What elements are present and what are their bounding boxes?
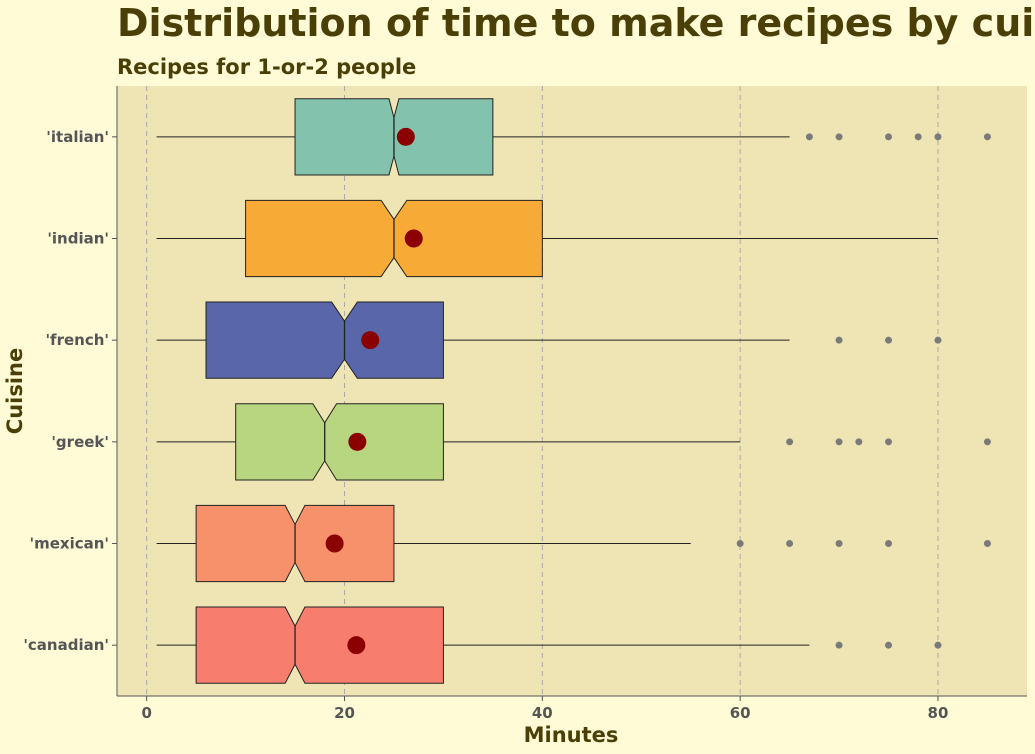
outlier-point: [914, 133, 922, 141]
box: [195, 606, 444, 684]
outlier-point: [835, 133, 843, 141]
mean-point: [347, 636, 366, 655]
outlier-point: [835, 336, 843, 344]
outlier-point: [983, 133, 991, 141]
chart-subtitle: Recipes for 1-or-2 people: [117, 55, 416, 79]
mean-point: [361, 331, 380, 350]
mean-point: [348, 432, 367, 451]
outlier-point: [885, 641, 893, 649]
mean-point: [396, 127, 415, 146]
outlier-point: [835, 641, 843, 649]
y-tick-label: 'italian': [46, 128, 109, 146]
outlier-point: [786, 438, 794, 446]
y-tick-label: 'mexican': [30, 535, 110, 553]
outlier-point: [805, 133, 813, 141]
outlier-point: [934, 336, 942, 344]
outlier-point: [885, 540, 893, 547]
x-tick-label: 0: [141, 704, 151, 722]
outlier-point: [983, 438, 991, 446]
outlier-point: [855, 438, 863, 446]
plot-panel: [117, 86, 1027, 696]
outlier-point: [835, 438, 843, 446]
outlier-point: [786, 540, 794, 547]
outlier-point: [736, 540, 744, 547]
outlier-point: [885, 336, 893, 344]
x-tick-label: 20: [334, 704, 355, 722]
y-tick-label: 'french': [45, 331, 109, 349]
outlier-point: [885, 438, 893, 446]
box: [205, 301, 444, 379]
outlier-point: [934, 133, 942, 141]
x-tick-label: 40: [532, 704, 553, 722]
chart-title: Distribution of time to make recipes by …: [117, 1, 1035, 45]
gridlines: [146, 86, 939, 696]
axes: 0 20 40 60 80 'italian' 'indian' 'french' 'greek…: [23, 86, 1027, 722]
y-tick-label: 'indian': [47, 230, 109, 248]
y-tick-label: 'greek': [51, 433, 109, 451]
boxes: [156, 98, 991, 684]
outlier-point: [983, 540, 991, 547]
mean-point: [325, 534, 344, 553]
y-axis-title: Cuisine: [3, 348, 27, 434]
outlier-point: [835, 540, 843, 547]
mean-point: [404, 229, 423, 248]
x-tick-label: 80: [928, 704, 949, 722]
y-tick-label: 'canadian': [23, 636, 109, 654]
outlier-point: [934, 641, 942, 649]
x-tick-label: 60: [730, 704, 751, 722]
box: [235, 403, 444, 481]
outlier-point: [885, 133, 893, 141]
x-axis-title: Minutes: [524, 723, 619, 747]
